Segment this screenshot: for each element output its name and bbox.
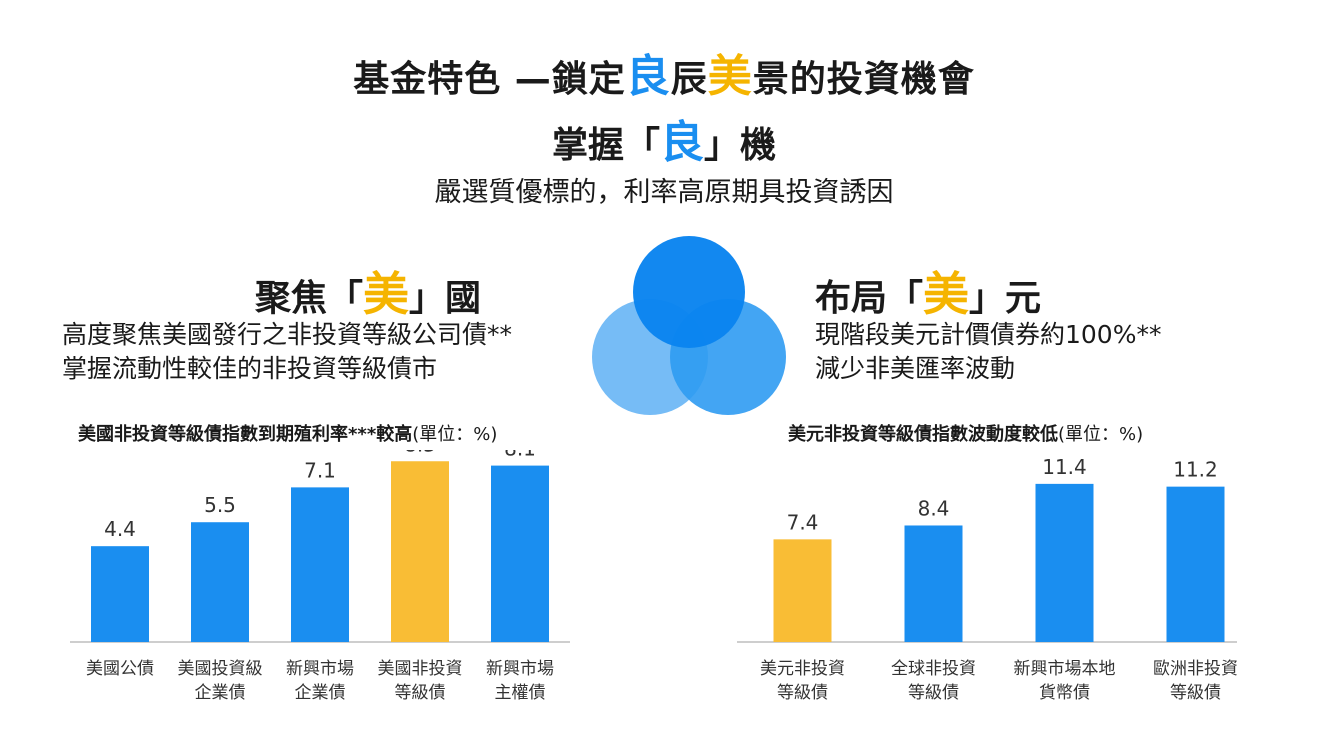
bar-value-label: 8.3 [404,450,436,456]
right-desc-line2: 減少非美匯率波動 [815,354,1016,383]
bar-value-label: 8.4 [918,496,950,520]
bar-value-label: 11.4 [1042,455,1087,479]
category-tick-label: 美國非投資 [378,659,463,679]
category-tick-label: 等級債 [395,683,446,703]
left-chart-unit: (單位：%) [412,424,498,445]
category-tick-label: 企業債 [195,683,246,703]
bar-value-label: 7.4 [787,510,819,534]
venn-circles-graphic [592,236,786,415]
left-desc-line2: 掌握流動性較佳的非投資等級債市 [62,354,438,383]
tagline: 嚴選質優標的，利率高原期具投資誘因 [434,177,894,208]
circle-top [633,236,745,348]
category-tick-label: 等級債 [908,683,959,703]
subtitle-prefix: 掌握「 [551,125,660,166]
left-chart-title-text: 美國非投資等級債指數到期殖利率***較高 [78,424,413,445]
category-tick-label: 新興市場 [286,659,354,679]
right-panel-heading: 布局「美」元 [815,258,1041,324]
category-tick-label: 美元非投資 [760,659,845,679]
bar [191,522,249,642]
right-heading-highlight: 美 [923,267,970,321]
subtitle-suffix: 」機 [704,125,777,166]
left-panel-description: 高度聚焦美國發行之非投資等級公司債** 掌握流動性較佳的非投資等級債市 [62,318,512,386]
category-tick-label: 新興市場本地 [1014,659,1116,679]
left-chart-title: 美國非投資等級債指數到期殖利率***較高(單位：%) [78,420,497,446]
right-heading-suffix: 」元 [969,278,1042,319]
bar [1166,486,1225,642]
left-heading-suffix: 」國 [409,278,482,319]
category-tick-label: 等級債 [777,683,828,703]
right-chart-title: 美元非投資等級債指數波動度較低(單位：%) [788,420,1143,446]
category-tick-label: 企業債 [295,683,346,703]
bar [904,525,963,642]
right-desc-line1: 現階段美元計價債券約100%** [815,320,1162,349]
bar [491,465,549,642]
title-highlight-mei: 美 [707,51,753,102]
bar [1035,483,1094,642]
title-highlight-liang: 良 [625,51,671,102]
category-tick-label: 歐洲非投資 [1153,659,1238,679]
bar-value-label: 8.1 [504,450,536,461]
page-subtitle: 掌握「良」機 [0,106,1328,170]
bar-value-label: 11.2 [1173,458,1218,482]
category-tick-label: 美國公債 [86,659,154,679]
category-tick-label: 等級債 [1170,683,1221,703]
category-tick-label: 新興市場 [486,659,554,679]
category-tick-label: 全球非投資 [891,659,976,679]
title-char-chen: 辰 [670,59,708,100]
right-heading-prefix: 布局「 [815,278,924,319]
bar [391,461,449,642]
bar-value-label: 7.1 [304,458,336,482]
title-suffix: 景的投資機會 [752,59,975,100]
subtitle-highlight: 良 [660,117,704,168]
left-desc-line1: 高度聚焦美國發行之非投資等級公司債** [62,320,513,349]
left-panel-heading: 聚焦「美」國 [255,258,481,324]
right-chart-title-text: 美元非投資等級債指數波動度較低 [788,424,1058,445]
category-tick-label: 貨幣債 [1039,683,1090,703]
left-heading-highlight: 美 [363,267,410,321]
right-panel-description: 現階段美元計價債券約100%** 減少非美匯率波動 [815,318,1161,386]
bar [91,546,149,642]
bar-value-label: 4.4 [104,517,136,541]
bar-value-label: 5.5 [204,493,236,517]
right-chart-unit: (單位：%) [1058,424,1144,445]
page-title: 基金特色 —鎖定良辰美景的投資機會 [0,40,1328,104]
category-tick-label: 美國投資級 [178,659,263,679]
bar [291,487,349,642]
bar [773,539,832,642]
title-prefix: 基金特色 —鎖定 [353,59,626,100]
left-heading-prefix: 聚焦「 [255,278,364,319]
category-tick-label: 主權債 [495,683,546,703]
